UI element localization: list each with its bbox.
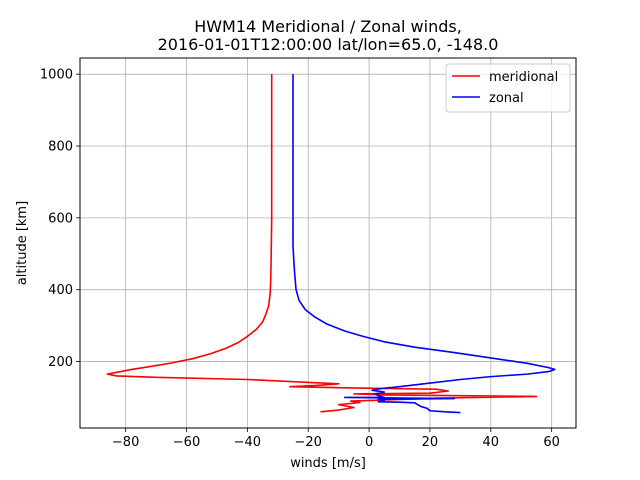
- x-tick-label: 0: [365, 435, 373, 450]
- x-tick-label: 60: [543, 435, 560, 450]
- x-tick-label: −20: [295, 435, 322, 450]
- x-tick-label: 20: [422, 435, 439, 450]
- axis-ticks: −80 −60 −40 −20 0 20 40 60 200 400 600 800 1000: [40, 68, 560, 450]
- grid: [80, 58, 576, 428]
- y-axis-label: altitude [km]: [15, 201, 30, 285]
- x-axis-label: winds [m/s]: [290, 456, 366, 471]
- y-tick-label: 800: [48, 140, 73, 155]
- x-tick-label: −80: [112, 435, 139, 450]
- legend-label-meridional: meridional: [489, 70, 558, 85]
- x-tick-label: −40: [234, 435, 261, 450]
- x-tick-label: 40: [483, 435, 500, 450]
- legend: meridional zonal: [445, 63, 571, 113]
- y-tick-label: 600: [48, 211, 73, 226]
- y-tick-label: 1000: [40, 68, 73, 83]
- series-line-zonal: [292, 74, 556, 414]
- chart-title: HWM14 Meridional / Zonal winds,: [194, 17, 462, 36]
- legend-label-zonal: zonal: [489, 91, 524, 106]
- plot-area: [79, 57, 577, 429]
- y-tick-label: 200: [48, 355, 73, 370]
- y-tick-label: 400: [48, 283, 73, 298]
- chart-subtitle: 2016-01-01T12:00:00 lat/lon=65.0, -148.0: [158, 35, 499, 54]
- x-tick-label: −60: [173, 435, 200, 450]
- series-lines: [106, 74, 556, 414]
